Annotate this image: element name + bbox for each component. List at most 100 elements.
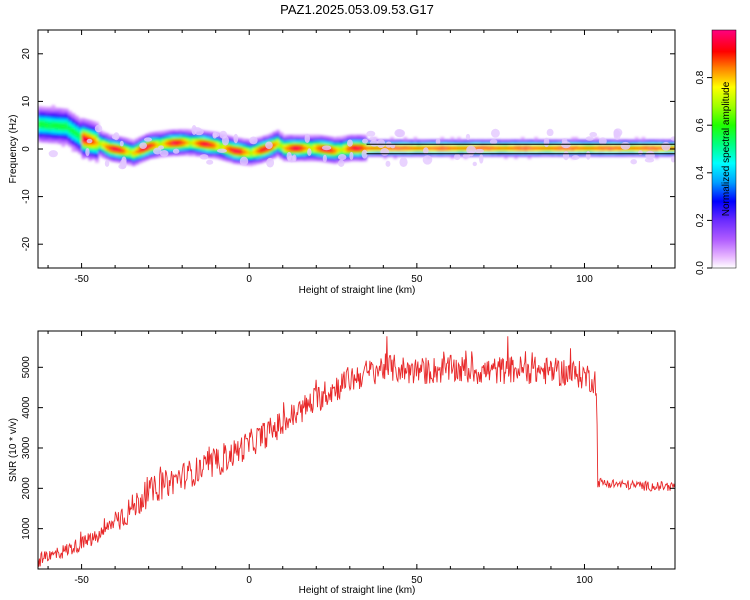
spectrogram-cell — [581, 141, 585, 145]
spectrogram-cell — [584, 149, 589, 152]
spectrogram-cell — [111, 144, 116, 148]
spectrogram-cell — [527, 141, 532, 145]
spectrogram-cell — [326, 157, 331, 161]
spectrogram-cell — [571, 149, 575, 152]
spectrogram-cell — [215, 156, 220, 160]
spectrogram-noise-blob — [613, 128, 623, 137]
spectrogram-cell — [306, 146, 311, 150]
spectrogram-cell — [423, 153, 428, 157]
spectrogram-noise-blob — [304, 133, 310, 144]
spectrogram-cell — [145, 150, 150, 154]
spectrogram-cell — [547, 141, 552, 145]
spectrogram-cell — [222, 153, 227, 157]
spectrogram-cell — [591, 153, 596, 157]
spectrogram-cell — [71, 139, 76, 143]
spectrogram-cell — [390, 149, 394, 152]
spectrogram-cell — [591, 141, 596, 145]
spectrogram-cell — [574, 141, 579, 145]
spectrogram-cell — [473, 146, 478, 150]
spectrogram-cell — [490, 146, 495, 150]
spectrogram-cell — [618, 151, 622, 155]
snr-series-line — [38, 336, 675, 567]
spectrogram-cell — [540, 153, 545, 157]
spectrogram-cell — [366, 139, 371, 143]
spectrogram-cell — [175, 141, 180, 145]
spectrogram-cell — [225, 149, 230, 153]
spectrogram-cell — [108, 151, 113, 155]
spectrogram-cell — [172, 129, 176, 133]
spectrogram-cell — [416, 151, 421, 155]
spectrogram-cell — [299, 137, 304, 140]
spectrogram-cell — [51, 131, 56, 135]
spectrogram-cell — [524, 144, 528, 148]
spectrogram-cell — [105, 140, 109, 144]
spectrogram-cell — [98, 149, 103, 152]
spectrogram-cell — [309, 146, 314, 150]
spectrogram-cell — [192, 136, 197, 140]
spectrogram-cell — [507, 144, 512, 148]
spectrogram-cell — [249, 163, 254, 167]
spectrogram-cell — [165, 132, 170, 136]
spectrogram-cell — [88, 146, 93, 150]
spectrogram-cell — [386, 153, 391, 157]
spectrogram-cell — [450, 146, 455, 150]
spectrogram-cell — [272, 148, 277, 152]
spectrogram-cell — [661, 139, 666, 143]
spectrogram-cell — [61, 127, 66, 131]
spectrogram-cell — [71, 122, 76, 126]
spectrogram-cell — [182, 140, 187, 144]
spectrogram-cell — [601, 151, 606, 155]
spectrogram-cell — [447, 146, 451, 150]
spectrogram-noise-blob — [385, 160, 391, 167]
spectrogram-cell — [440, 149, 445, 152]
spectrogram-cell — [84, 119, 89, 122]
spectrogram-cell — [286, 137, 290, 140]
spectrogram-cell — [165, 141, 170, 145]
spectrogram-noise-blob — [192, 127, 202, 132]
spectrogram-cell — [245, 139, 250, 142]
spectrogram-cell — [530, 144, 535, 148]
spectrogram-cell — [81, 125, 86, 129]
spectrogram-cell — [269, 133, 274, 137]
spectrogram-cell — [654, 153, 659, 157]
spectrogram-cell — [54, 110, 59, 113]
spectrogram-cell — [135, 152, 140, 156]
spectrogram-cell — [131, 153, 136, 157]
spectrogram-cell — [618, 153, 622, 157]
spectrogram-cell — [638, 144, 642, 148]
spectrogram-cell — [554, 139, 559, 143]
spectrogram-cell — [544, 146, 549, 150]
snr-ytick-label: 4000 — [21, 396, 32, 419]
spectrogram-cell — [611, 139, 616, 143]
spectrogram-cell — [641, 139, 646, 143]
spectrogram-cell — [44, 109, 49, 113]
spectrogram-cell — [135, 140, 140, 144]
spectrogram-cell — [84, 121, 89, 125]
spectrogram-cell — [44, 118, 49, 122]
spectrogram-cell — [292, 146, 297, 150]
spectrogram-cell — [467, 144, 471, 148]
spectrogram-cell — [540, 146, 545, 150]
spectrogram-cell — [108, 153, 113, 157]
spectrogram-cell — [440, 141, 445, 145]
spectrogram-cell — [309, 134, 314, 138]
spectrogram-cell — [393, 141, 398, 145]
spectrogram-cell — [84, 130, 89, 134]
spectrogram-cell — [671, 149, 675, 152]
spectrogram-cell — [604, 153, 609, 157]
spectrogram-cell — [457, 144, 461, 148]
spectrogram-cell — [373, 149, 378, 152]
spectrogram-cell — [440, 153, 445, 157]
spectrogram-cell — [591, 151, 596, 155]
spectrogram-xtick-label: 100 — [576, 274, 593, 285]
spectrogram-cell — [336, 141, 341, 145]
spectrogram-cell — [594, 151, 599, 155]
spectrogram-cell — [634, 146, 639, 150]
spectrogram-cell — [423, 141, 428, 145]
spectrogram-cell — [58, 141, 62, 145]
spectrogram-cell — [487, 141, 492, 145]
spectrogram-cell — [480, 139, 485, 143]
spectrogram-cell — [312, 141, 317, 145]
spectrogram-cell — [68, 122, 73, 126]
spectrogram-cell — [282, 151, 287, 155]
